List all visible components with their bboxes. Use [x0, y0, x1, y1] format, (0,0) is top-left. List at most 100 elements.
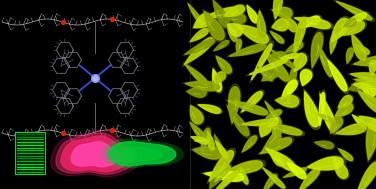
- Polygon shape: [252, 44, 272, 80]
- Polygon shape: [236, 25, 268, 43]
- Polygon shape: [195, 137, 212, 142]
- Polygon shape: [227, 43, 268, 57]
- Polygon shape: [358, 46, 369, 54]
- Polygon shape: [185, 64, 208, 85]
- Polygon shape: [349, 72, 376, 81]
- Polygon shape: [366, 118, 376, 163]
- Polygon shape: [266, 110, 282, 118]
- Polygon shape: [272, 120, 282, 143]
- Polygon shape: [236, 40, 241, 53]
- Polygon shape: [185, 38, 213, 64]
- Polygon shape: [226, 100, 271, 116]
- Polygon shape: [187, 2, 203, 26]
- Polygon shape: [207, 130, 215, 152]
- Polygon shape: [297, 166, 321, 189]
- Polygon shape: [188, 4, 202, 24]
- Polygon shape: [300, 70, 312, 85]
- Polygon shape: [346, 48, 353, 63]
- Polygon shape: [208, 169, 241, 189]
- Polygon shape: [298, 16, 320, 28]
- Polygon shape: [250, 59, 287, 74]
- Polygon shape: [183, 81, 222, 91]
- Polygon shape: [213, 72, 226, 83]
- Polygon shape: [343, 18, 357, 27]
- Polygon shape: [213, 40, 230, 51]
- Polygon shape: [260, 123, 271, 137]
- Polygon shape: [212, 0, 231, 29]
- Polygon shape: [294, 53, 306, 71]
- Polygon shape: [229, 87, 240, 123]
- Polygon shape: [265, 51, 289, 63]
- Polygon shape: [205, 7, 238, 17]
- Polygon shape: [349, 79, 371, 91]
- Polygon shape: [334, 158, 348, 178]
- Polygon shape: [272, 19, 288, 31]
- Polygon shape: [258, 11, 266, 38]
- Polygon shape: [204, 11, 224, 40]
- Polygon shape: [273, 122, 281, 142]
- Polygon shape: [337, 19, 367, 36]
- Polygon shape: [295, 18, 331, 29]
- Polygon shape: [215, 140, 229, 159]
- Polygon shape: [337, 2, 372, 20]
- Polygon shape: [317, 44, 332, 77]
- Polygon shape: [315, 141, 334, 149]
- Polygon shape: [285, 16, 297, 32]
- Polygon shape: [285, 41, 304, 53]
- Polygon shape: [227, 22, 238, 43]
- Polygon shape: [216, 141, 228, 158]
- Polygon shape: [212, 67, 222, 93]
- Polygon shape: [297, 15, 321, 28]
- Polygon shape: [356, 162, 376, 189]
- Polygon shape: [240, 166, 249, 185]
- Polygon shape: [185, 39, 215, 54]
- Polygon shape: [263, 175, 277, 189]
- Polygon shape: [56, 133, 137, 174]
- Polygon shape: [210, 168, 224, 188]
- Polygon shape: [271, 18, 289, 32]
- Polygon shape: [294, 19, 306, 55]
- Polygon shape: [346, 47, 354, 64]
- Polygon shape: [359, 83, 376, 98]
- Polygon shape: [240, 167, 248, 184]
- Polygon shape: [314, 141, 335, 149]
- Polygon shape: [239, 119, 281, 126]
- Polygon shape: [61, 136, 131, 172]
- Polygon shape: [351, 80, 376, 94]
- Polygon shape: [265, 102, 281, 124]
- Polygon shape: [284, 15, 299, 33]
- Polygon shape: [189, 121, 207, 142]
- Polygon shape: [247, 6, 258, 23]
- Polygon shape: [224, 12, 247, 24]
- Polygon shape: [304, 89, 320, 129]
- Polygon shape: [311, 30, 324, 70]
- Polygon shape: [243, 136, 257, 152]
- Polygon shape: [316, 41, 333, 79]
- Polygon shape: [269, 48, 297, 70]
- Polygon shape: [270, 151, 285, 167]
- Polygon shape: [369, 59, 376, 76]
- Polygon shape: [330, 115, 344, 134]
- Polygon shape: [209, 166, 225, 189]
- Polygon shape: [353, 115, 365, 126]
- Polygon shape: [247, 58, 290, 76]
- Polygon shape: [194, 14, 212, 28]
- Polygon shape: [210, 171, 238, 189]
- Polygon shape: [351, 55, 376, 66]
- Polygon shape: [361, 84, 376, 97]
- Polygon shape: [191, 137, 208, 144]
- Polygon shape: [351, 73, 376, 81]
- Polygon shape: [331, 117, 343, 133]
- Polygon shape: [191, 106, 203, 124]
- Polygon shape: [202, 128, 210, 153]
- Polygon shape: [340, 12, 368, 27]
- Polygon shape: [240, 90, 264, 113]
- Polygon shape: [353, 81, 376, 93]
- Polygon shape: [328, 60, 347, 91]
- Polygon shape: [282, 167, 308, 178]
- Polygon shape: [225, 13, 246, 23]
- Polygon shape: [191, 146, 224, 160]
- Polygon shape: [272, 7, 292, 18]
- Polygon shape: [338, 21, 364, 35]
- Polygon shape: [193, 12, 213, 28]
